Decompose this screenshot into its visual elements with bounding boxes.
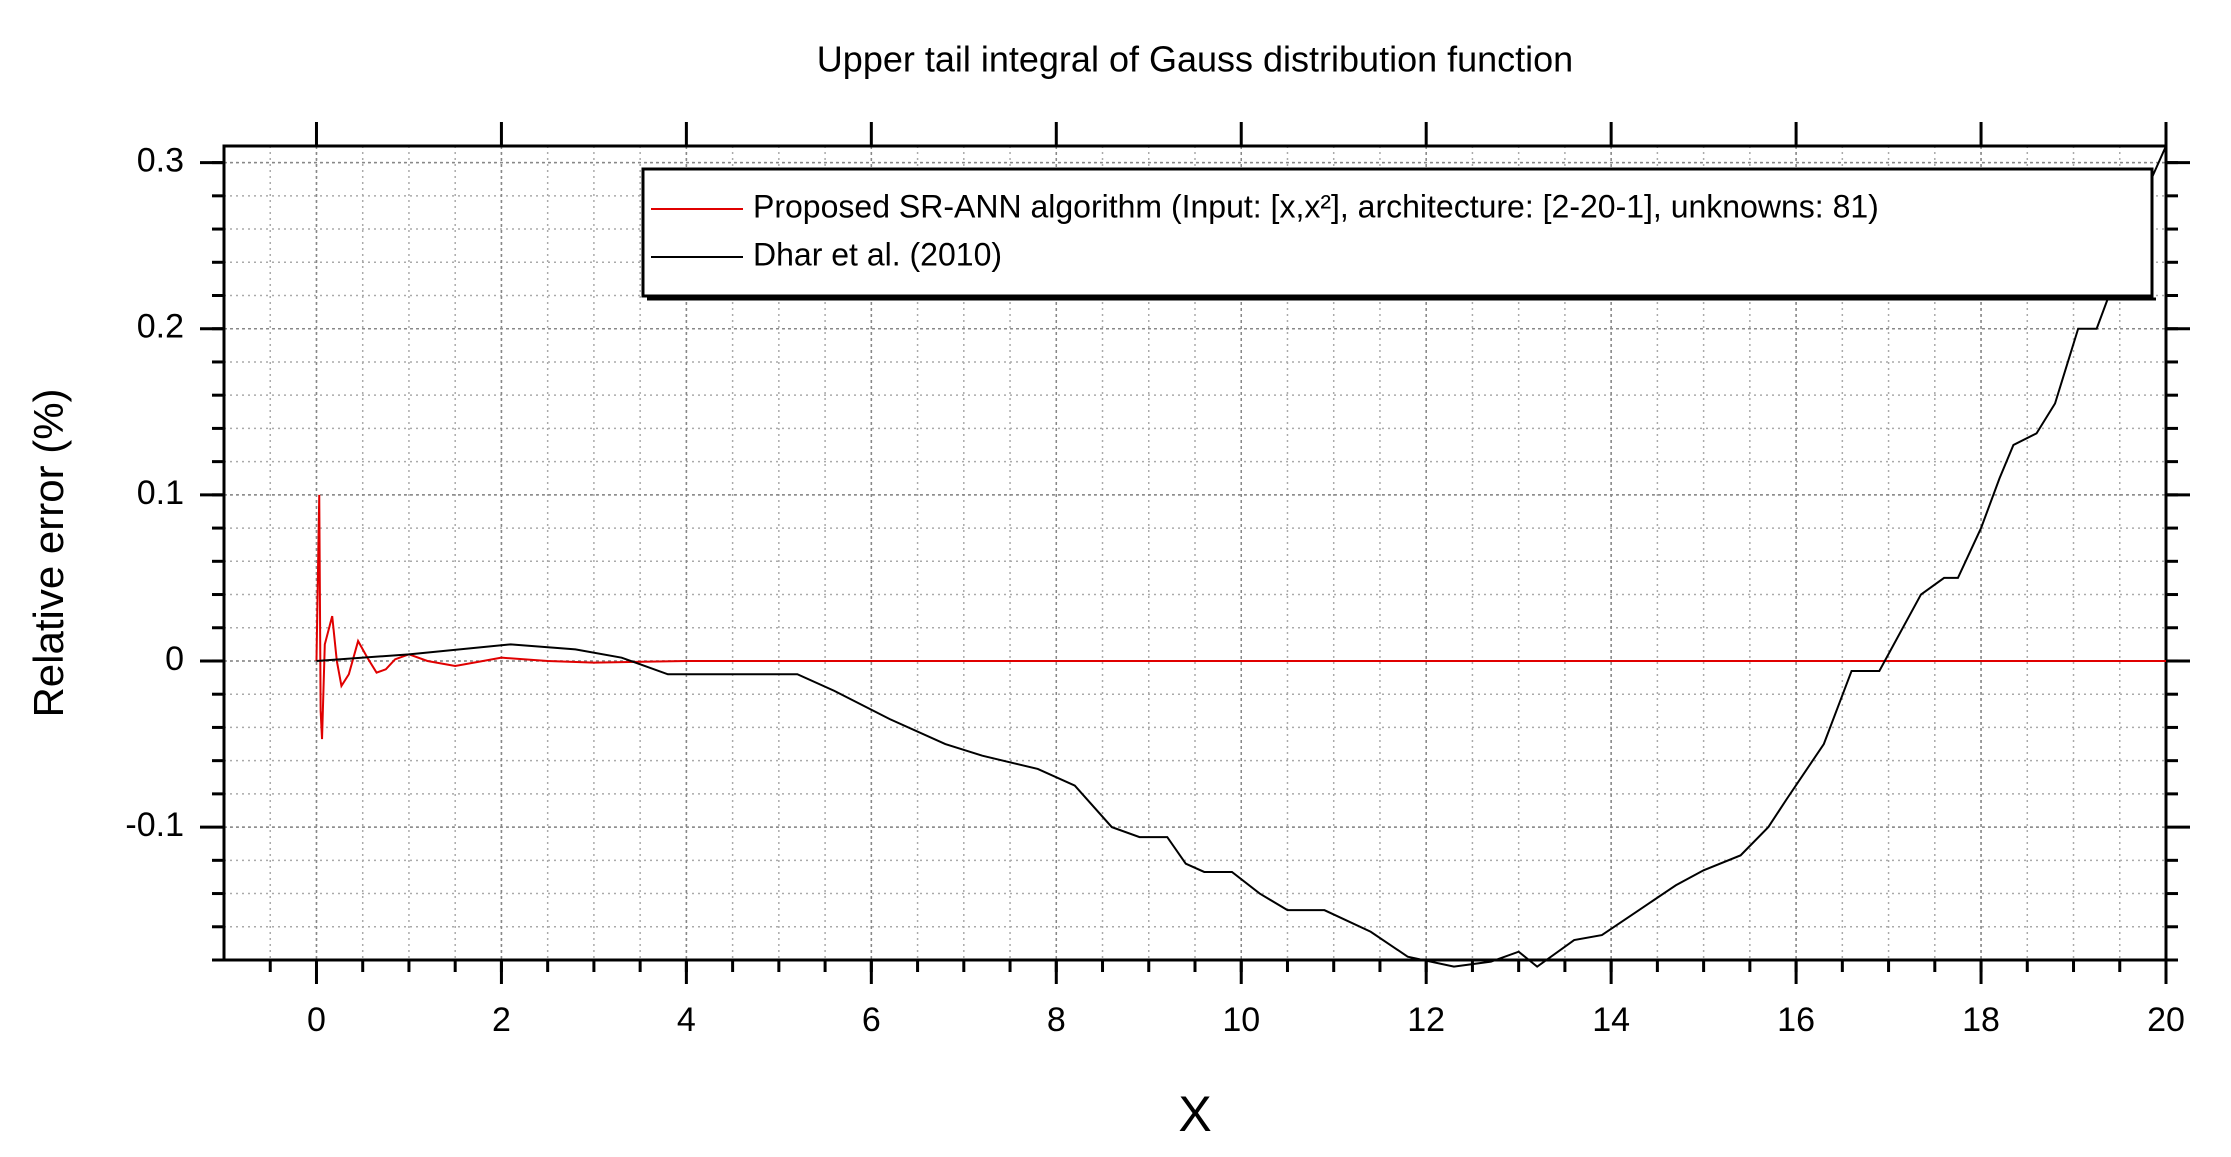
data-line <box>315 494 2166 740</box>
chart-title: Upper tail integral of Gauss distributio… <box>817 39 1573 80</box>
x-tick-label: 20 <box>2147 1001 2185 1039</box>
x-tick-label: 8 <box>1047 1001 1066 1039</box>
y-tick-label: 0.3 <box>137 142 184 180</box>
legend-label: Proposed SR-ANN algorithm (Input: [x,x²]… <box>753 188 1879 224</box>
y-tick-label: 0.1 <box>137 474 184 512</box>
legend-label: Dhar et al. (2010) <box>753 236 1002 272</box>
x-tick-label: 6 <box>862 1001 881 1039</box>
legend-box <box>641 167 2154 298</box>
y-axis-label: Relative error (%) <box>25 388 72 717</box>
x-tick-label: 14 <box>1592 1001 1630 1039</box>
y-tick-label: 0.2 <box>137 308 184 346</box>
x-tick-label: 10 <box>1222 1001 1260 1039</box>
data-line <box>316 145 2167 968</box>
x-axis-label: X <box>1178 1086 1211 1142</box>
x-tick-label: 16 <box>1777 1001 1815 1039</box>
y-tick-label: -0.1 <box>125 806 184 844</box>
x-tick-label: 0 <box>307 1001 326 1039</box>
x-tick-label: 12 <box>1407 1001 1445 1039</box>
x-tick-label: 4 <box>677 1001 696 1039</box>
x-tick-label: 18 <box>1962 1001 2000 1039</box>
y-tick-label: 0 <box>165 640 184 678</box>
x-tick-label: 2 <box>492 1001 511 1039</box>
plot-frame <box>222 144 2168 962</box>
